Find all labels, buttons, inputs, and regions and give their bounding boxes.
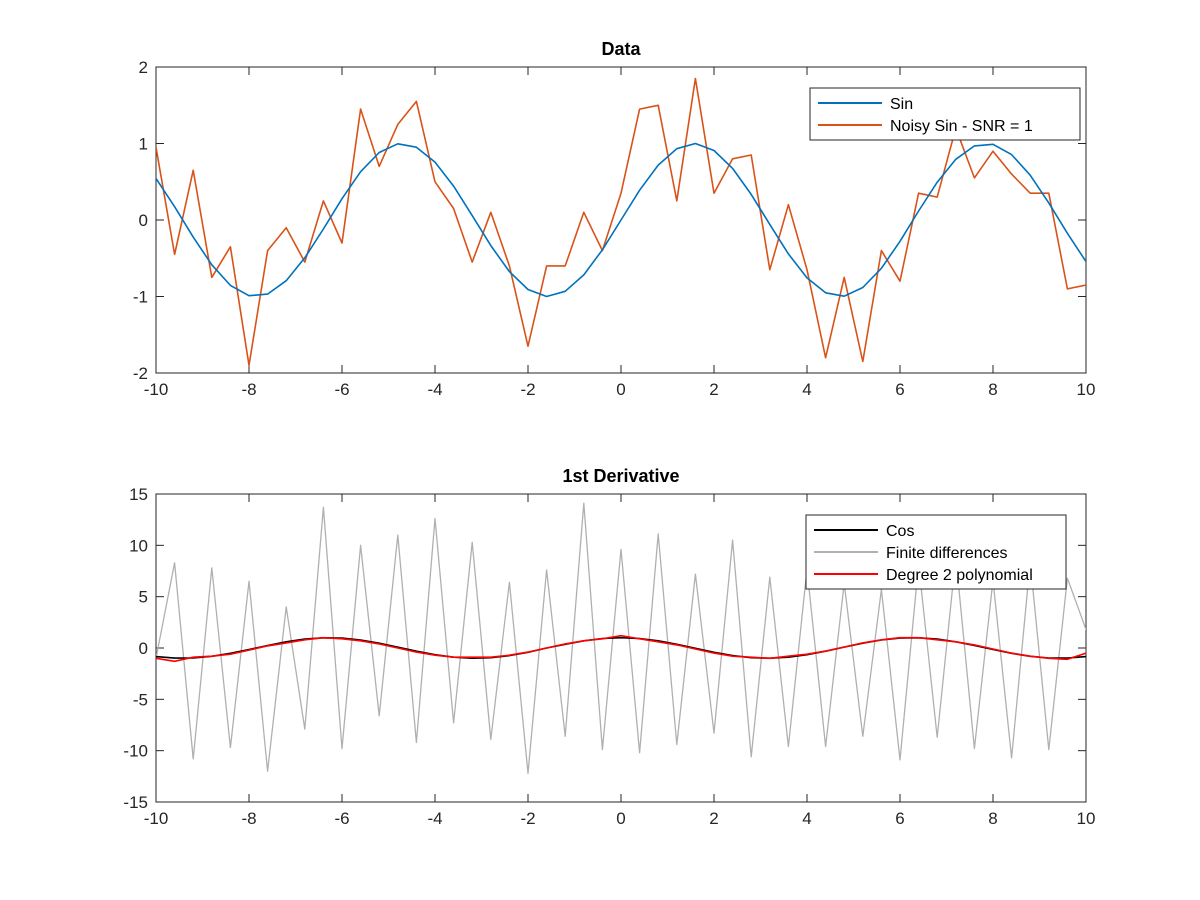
derivative-y-tick-label: -5 <box>133 690 148 709</box>
derivative-x-tick-label: -6 <box>334 809 349 828</box>
data-x-tick-label: 4 <box>802 380 811 399</box>
data-y-axis: -2 -1 0 1 2 <box>133 58 1086 383</box>
data-legend-label: Noisy Sin - SNR = 1 <box>890 118 1033 135</box>
derivative-legend-label: Finite differences <box>886 545 1008 562</box>
derivative-x-tick-label: 10 <box>1077 809 1096 828</box>
data-x-tick-label: 8 <box>988 380 997 399</box>
data-x-tick-label: -4 <box>427 380 442 399</box>
derivative-x-tick-label: 2 <box>709 809 718 828</box>
derivative-x-tick-label: -8 <box>241 809 256 828</box>
derivative-y-tick-label: 10 <box>129 536 148 555</box>
derivative-y-tick-label: 0 <box>139 639 148 658</box>
derivative-series <box>156 502 1086 774</box>
data-x-tick-label: -10 <box>144 380 169 399</box>
data-chart-title: Data <box>601 39 641 59</box>
derivative-x-tick-label: 6 <box>895 809 904 828</box>
data-x-tick-label: 0 <box>616 380 625 399</box>
derivative-legend: Cos Finite differences Degree 2 polynomial <box>805 514 1067 590</box>
data-y-tick-label: 1 <box>139 135 148 154</box>
derivative-x-axis: -10 -8 -6 -4 -2 0 2 4 6 8 10 <box>144 494 1096 828</box>
data-x-tick-label: -8 <box>241 380 256 399</box>
data-x-tick-label: -6 <box>334 380 349 399</box>
data-y-tick-label: -1 <box>133 288 148 307</box>
derivative-chart-title: 1st Derivative <box>562 466 679 486</box>
data-x-tick-label: 2 <box>709 380 718 399</box>
derivative-x-tick-label: 4 <box>802 809 811 828</box>
derivative-x-tick-label: -2 <box>520 809 535 828</box>
derivative-series-finite-differences <box>156 502 1086 774</box>
derivative-chart: 1st Derivative -10 -8 -6 -4 -2 0 2 4 6 8 10 -15-10… <box>123 466 1095 828</box>
data-x-tick-label: 10 <box>1077 380 1096 399</box>
data-legend-label: Sin <box>890 96 913 113</box>
derivative-legend-box <box>805 514 1067 590</box>
derivative-y-axis: -15 -10 -5 0 5 10 15 <box>123 485 1086 812</box>
data-x-tick-label: 6 <box>895 380 904 399</box>
derivative-y-tick-label: 5 <box>139 588 148 607</box>
derivative-series-degree-2-polynomial <box>156 634 1086 663</box>
derivative-y-tick-label: 15 <box>129 485 148 504</box>
data-legend: Sin Noisy Sin - SNR = 1 <box>809 87 1081 141</box>
derivative-x-tick-label: -4 <box>427 809 442 828</box>
derivative-x-tick-label: -10 <box>144 809 169 828</box>
data-series-noisy-sin-snr-1 <box>156 77 1086 367</box>
derivative-y-tick-label: -10 <box>123 742 148 761</box>
derivative-legend-label: Cos <box>886 523 914 540</box>
data-x-axis: -10 -8 -6 -4 -2 0 2 4 6 8 10 <box>144 67 1096 399</box>
data-series-sin <box>156 142 1086 298</box>
data-legend-box <box>809 87 1081 141</box>
derivative-x-tick-label: 0 <box>616 809 625 828</box>
derivative-legend-label: Degree 2 polynomial <box>886 567 1033 584</box>
derivative-y-tick-label: -15 <box>123 793 148 812</box>
data-series <box>156 77 1086 367</box>
data-y-tick-label: 2 <box>139 58 148 77</box>
derivative-x-tick-label: 8 <box>988 809 997 828</box>
data-y-tick-label: -2 <box>133 364 148 383</box>
data-x-tick-label: -2 <box>520 380 535 399</box>
data-y-tick-label: 0 <box>139 211 148 230</box>
